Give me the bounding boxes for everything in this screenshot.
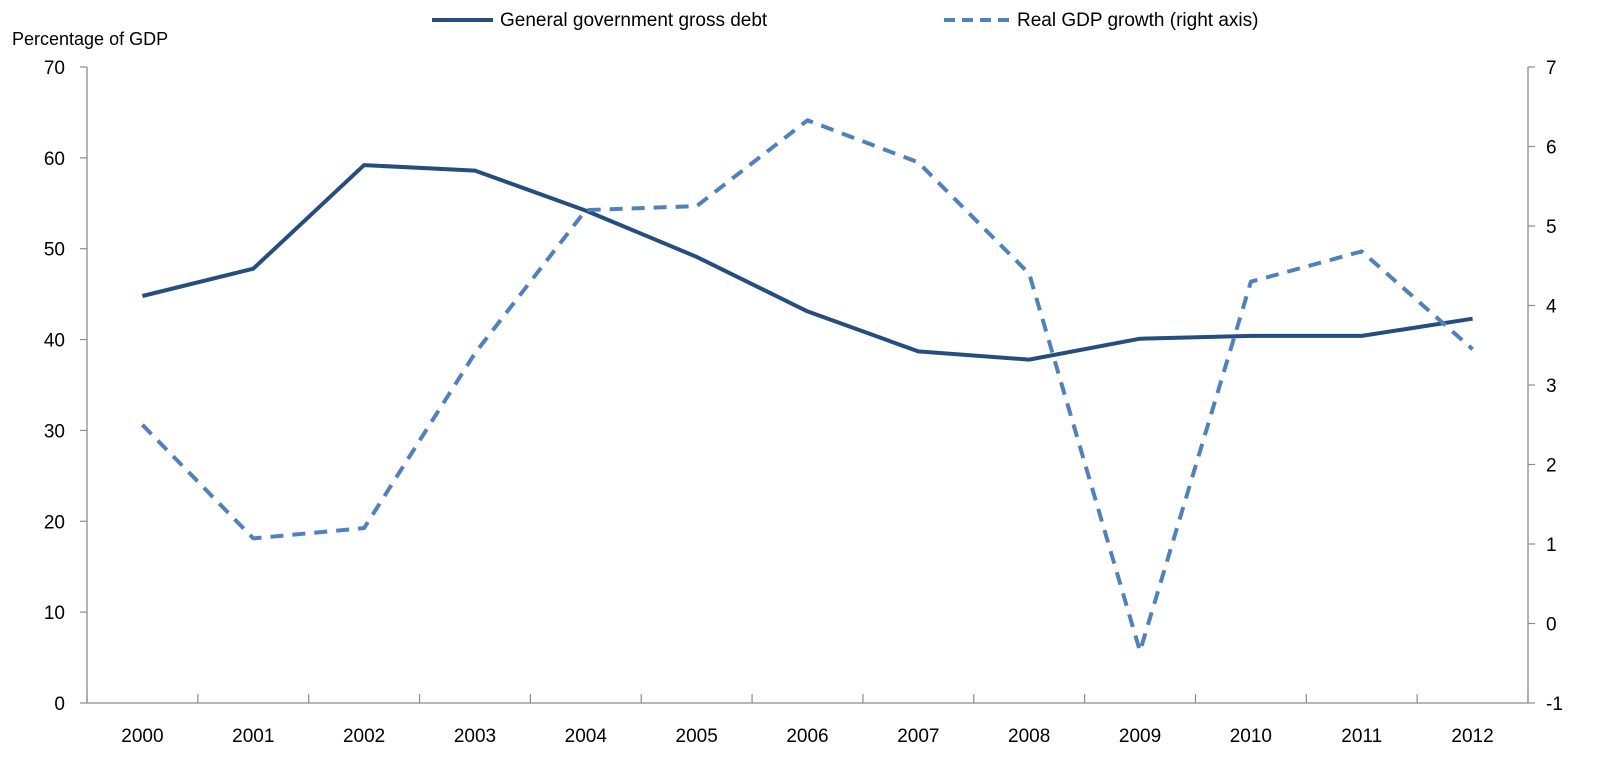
y-right-tick-label: 5	[1546, 217, 1557, 238]
y-left-tick-label: 50	[44, 240, 65, 261]
y-right-tick-label: -1	[1546, 694, 1563, 715]
plot-area	[86, 67, 1529, 704]
x-tick-label: 2003	[454, 726, 496, 747]
y-right-tick-label: 7	[1546, 58, 1557, 79]
x-tick-label: 2006	[786, 726, 828, 747]
legend: General government gross debt Real GDP g…	[432, 10, 1258, 31]
y-left-tick-label: 0	[54, 694, 65, 715]
y-axis-right: -1 0 1 2 3 4 5 6 7	[1528, 58, 1563, 715]
y-axis-left-title: Percentage of GDP	[12, 29, 168, 49]
x-tick-label: 2004	[565, 726, 608, 747]
y-axis-left: 0 10 20 30 40 50 60 70	[44, 58, 87, 715]
y-left-tick-label: 30	[44, 421, 65, 442]
series-line-debt	[141, 163, 1473, 362]
x-tick-label: 2008	[1008, 726, 1050, 747]
x-tick-label: 2005	[676, 726, 718, 747]
x-tick-label: 2011	[1341, 726, 1382, 747]
x-tick-label: 2012	[1451, 726, 1493, 747]
x-tick-label: 2002	[343, 726, 385, 747]
y-right-tick-label: 6	[1546, 138, 1557, 159]
x-tick-label: 2000	[121, 726, 163, 747]
y-left-tick-label: 60	[44, 149, 65, 170]
series-layer	[140, 118, 1474, 654]
legend-label-debt: General government gross debt	[500, 10, 768, 31]
y-right-tick-label: 3	[1546, 376, 1557, 397]
x-tick-label: 2001	[232, 726, 274, 747]
x-axis: 2000 2001 2002 2003 2004 2005 2006 2007 2008 2009…	[86, 694, 1529, 747]
y-left-tick-label: 70	[44, 58, 65, 79]
x-tick-label: 2010	[1230, 726, 1272, 747]
y-right-tick-label: 0	[1546, 615, 1557, 636]
y-left-tick-label: 20	[44, 512, 65, 533]
y-right-tick-label: 4	[1546, 297, 1557, 318]
y-left-tick-label: 10	[44, 603, 65, 624]
y-right-tick-label: 1	[1546, 535, 1557, 556]
x-tick-label: 2009	[1119, 726, 1161, 747]
y-left-tick-label: 40	[44, 331, 65, 352]
series-line-growth	[140, 118, 1474, 654]
y-right-tick-label: 2	[1546, 456, 1557, 477]
legend-label-growth: Real GDP growth (right axis)	[1017, 10, 1258, 31]
x-tick-label: 2007	[897, 726, 939, 747]
